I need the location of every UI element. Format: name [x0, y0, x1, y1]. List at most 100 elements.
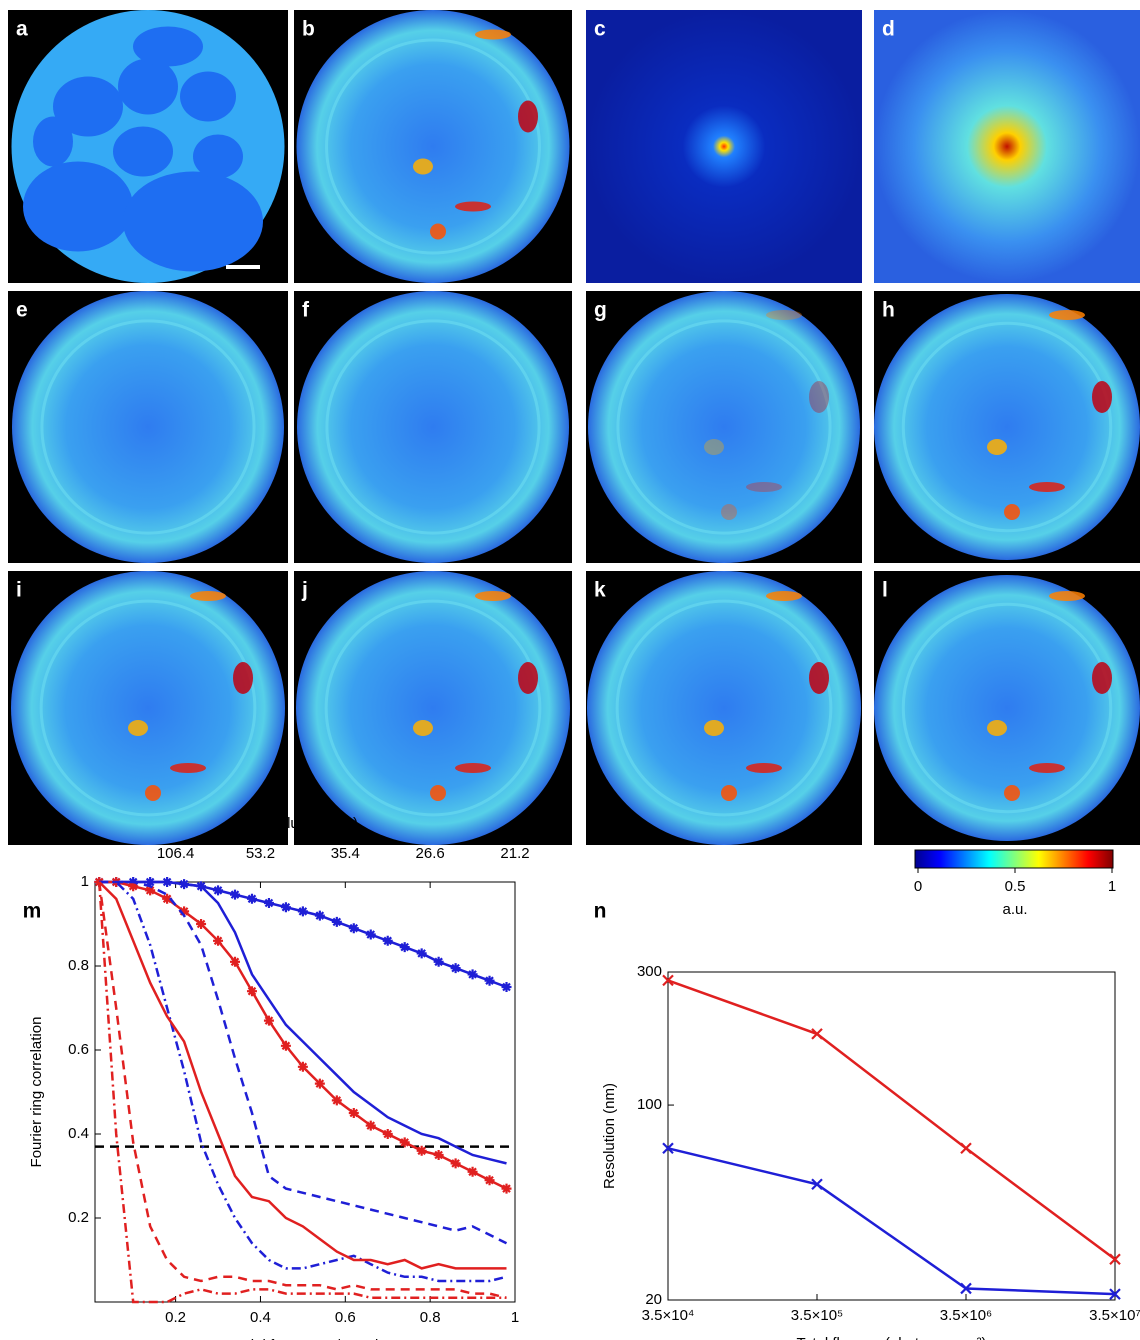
series-marker — [314, 910, 325, 921]
series-line — [99, 880, 508, 1245]
series-line — [99, 880, 507, 1283]
image-blob — [1004, 504, 1020, 520]
series-marker — [297, 906, 308, 917]
image-blob — [23, 161, 133, 252]
series-marker — [246, 893, 257, 904]
image-blob — [1092, 662, 1112, 694]
series-marker — [382, 935, 393, 946]
series-marker — [399, 1137, 410, 1148]
image-blob — [1029, 482, 1065, 492]
image-ring — [901, 321, 1113, 533]
x-tick-label: 0.8 — [420, 1309, 441, 1326]
image-blob — [809, 662, 829, 694]
image-ring — [325, 319, 541, 535]
series-line — [99, 880, 507, 989]
series-marker — [811, 1178, 823, 1191]
top-x-axis-title: Resolution (nm) — [252, 815, 358, 832]
colorbar-tick-label: 0 — [914, 878, 922, 895]
x-tick-label: 3.5×10⁶ — [940, 1307, 992, 1324]
image-blob — [413, 720, 433, 736]
image-blob — [193, 134, 243, 179]
image-blob — [475, 29, 511, 40]
x-tick-label: 0.2 — [165, 1309, 186, 1326]
image-blob — [809, 381, 829, 413]
series-marker — [467, 969, 478, 980]
image — [586, 10, 862, 283]
image — [296, 571, 570, 845]
series-marker — [365, 929, 376, 940]
series-marker — [365, 1120, 376, 1131]
series-marker — [1109, 1288, 1121, 1300]
image — [296, 10, 570, 283]
image-blob — [518, 100, 538, 133]
image-blob — [53, 76, 123, 137]
panel-label: e — [16, 299, 28, 322]
x-tick-label: 0.6 — [335, 1309, 356, 1326]
panel-label: g — [594, 299, 607, 322]
plot-frame — [94, 881, 516, 1303]
image-blob — [766, 310, 802, 320]
series-line — [99, 880, 507, 1165]
top-x-tick-label: 53.2 — [246, 845, 275, 862]
image-blob — [413, 158, 433, 175]
panel-label: m — [23, 900, 42, 923]
image-blob — [1049, 310, 1085, 320]
image — [874, 10, 1140, 283]
image-blob — [721, 504, 737, 520]
series-marker — [213, 885, 224, 896]
y-tick-label: 1 — [81, 873, 89, 890]
colorbar — [914, 849, 1114, 869]
top-x-tick-label: 26.6 — [416, 845, 445, 862]
image-blob — [190, 591, 226, 601]
panel-label: n — [594, 900, 607, 923]
series-marker — [960, 1142, 972, 1155]
panel-label: j — [301, 579, 308, 602]
series-marker — [280, 902, 291, 913]
image-blob — [128, 720, 148, 736]
series-marker — [662, 974, 674, 987]
image-ring — [324, 599, 542, 817]
image — [588, 291, 860, 563]
series-marker — [450, 1158, 461, 1169]
image-blob — [113, 126, 173, 177]
top-x-tick-label: 106.4 — [157, 845, 195, 862]
x-tick-label: 0.4 — [250, 1309, 271, 1326]
image-blob — [455, 201, 491, 212]
series-marker — [348, 923, 359, 934]
y-axis-title: Resolution (nm) — [601, 1083, 618, 1189]
series-marker — [433, 1150, 444, 1160]
series-marker — [1109, 1253, 1121, 1266]
panel-label: c — [594, 18, 606, 41]
panel-label: a — [16, 18, 28, 41]
panel-label: f — [302, 299, 310, 322]
image-blob — [746, 763, 782, 773]
series-marker — [297, 1061, 308, 1072]
series-marker — [467, 1166, 478, 1177]
top-x-tick-label: 35.4 — [331, 845, 360, 862]
panel-label: d — [882, 18, 895, 41]
image-blob — [1004, 785, 1020, 801]
series-line — [98, 881, 507, 1270]
panel-label: h — [882, 299, 895, 322]
series-marker — [280, 1040, 291, 1051]
series-marker — [416, 1145, 427, 1156]
image-blob — [133, 26, 203, 67]
series-marker — [230, 956, 240, 967]
image-blob — [430, 223, 446, 240]
image-blob — [766, 591, 802, 601]
series-marker — [348, 1108, 359, 1118]
y-tick-label: 0.2 — [68, 1209, 89, 1226]
series-line — [97, 881, 507, 1304]
image — [874, 294, 1140, 560]
image-blob — [233, 662, 253, 694]
image-blob — [123, 171, 263, 272]
x-tick-label: 3.5×10⁵ — [791, 1307, 844, 1324]
image-blob — [180, 71, 236, 122]
image-blob — [1049, 591, 1085, 601]
series-marker — [960, 1282, 972, 1295]
image-blob — [1029, 763, 1065, 773]
image-blob — [746, 482, 782, 492]
series-marker — [450, 963, 461, 974]
y-tick-label: 100 — [637, 1096, 662, 1113]
series-marker — [662, 1142, 674, 1155]
